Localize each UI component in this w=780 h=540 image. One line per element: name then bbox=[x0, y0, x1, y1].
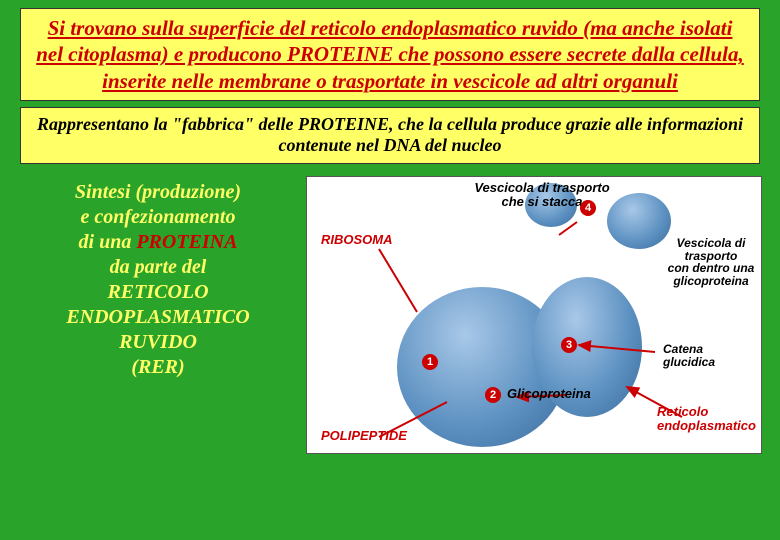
label-line: che si stacca bbox=[442, 195, 642, 209]
caption-line: ENDOPLASMATICO bbox=[18, 305, 298, 330]
caption-line: (RER) bbox=[18, 355, 298, 380]
diagram-panel: Vescicola di trasporto che si stacca RIB… bbox=[306, 176, 762, 454]
label-line: Reticolo bbox=[657, 405, 762, 419]
label-line: con dentro una bbox=[659, 262, 762, 275]
caption-line: e confezionamento bbox=[18, 205, 298, 230]
step-num-3: 3 bbox=[561, 337, 577, 353]
left-caption: Sintesi (produzione) e confezionamento d… bbox=[18, 176, 298, 454]
label-ribosome: RIBOSOMA bbox=[321, 233, 393, 247]
caption-line: RETICOLO bbox=[18, 280, 298, 305]
caption-line: di una PROTEINA bbox=[18, 230, 298, 255]
subtitle-text: Rappresentano la "fabbrica" delle PROTEI… bbox=[35, 114, 745, 157]
label-rer: Reticolo endoplasmatico bbox=[657, 405, 762, 432]
subtitle-box: Rappresentano la "fabbrica" delle PROTEI… bbox=[20, 107, 760, 164]
caption-line: Sintesi (produzione) bbox=[18, 180, 298, 205]
label-line: Vescicola di bbox=[659, 237, 762, 250]
label-line: glucidica bbox=[663, 356, 753, 369]
label-chain: Catena glucidica bbox=[663, 343, 753, 368]
label-glyco: Glicoproteina bbox=[507, 387, 591, 401]
label-line: glicoproteina bbox=[659, 275, 762, 288]
label-right-vesicle: Vescicola di trasporto con dentro una gl… bbox=[659, 237, 762, 287]
label-polypeptide: POLIPEPTIDE bbox=[321, 429, 407, 443]
label-line: endoplasmatico bbox=[657, 419, 762, 433]
lower-row: Sintesi (produzione) e confezionamento d… bbox=[8, 170, 772, 454]
caption-part: di una bbox=[79, 231, 137, 253]
label-top-vesicle: Vescicola di trasporto che si stacca bbox=[442, 181, 642, 208]
caption-line: da parte del bbox=[18, 255, 298, 280]
step-num-2: 2 bbox=[485, 387, 501, 403]
step-num-1: 1 bbox=[422, 354, 438, 370]
label-line: Vescicola di trasporto bbox=[442, 181, 642, 195]
caption-hl: PROTEINA bbox=[136, 231, 237, 253]
title-text: Si trovano sulla superficie del reticolo… bbox=[35, 15, 745, 94]
caption-line: RUVIDO bbox=[18, 330, 298, 355]
label-line: Catena bbox=[663, 343, 753, 356]
title-box: Si trovano sulla superficie del reticolo… bbox=[20, 8, 760, 101]
step-num-4: 4 bbox=[580, 200, 596, 216]
